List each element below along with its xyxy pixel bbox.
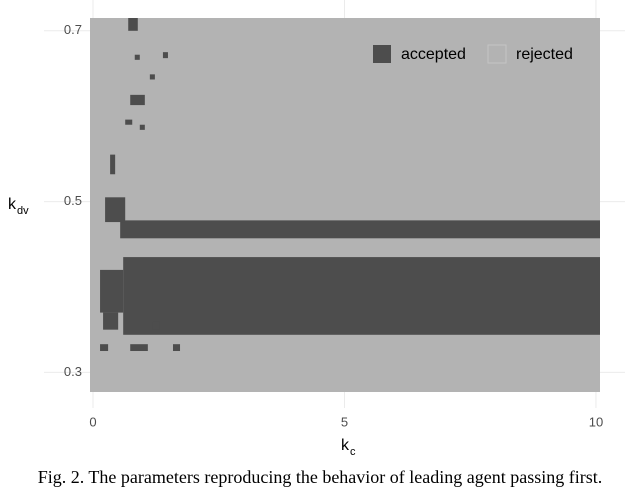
y-tick-label: 0.5 <box>64 193 82 208</box>
y-axis-label: k <box>8 196 17 213</box>
tile <box>172 344 181 352</box>
tile <box>134 54 140 60</box>
tile <box>90 18 600 392</box>
y-tick-label: 0.7 <box>64 22 82 37</box>
y-axis-label-sub: dv <box>17 205 29 217</box>
tile <box>103 312 119 330</box>
legend-label: rejected <box>516 46 573 63</box>
legend-label: accepted <box>401 46 466 63</box>
tile <box>139 124 145 130</box>
x-axis-label-sub: c <box>350 446 356 458</box>
tile <box>149 74 155 80</box>
tile <box>130 94 145 106</box>
tile <box>100 269 124 313</box>
x-tick-label: 10 <box>589 414 603 429</box>
tile <box>105 197 126 223</box>
tile <box>130 344 148 352</box>
y-tick-label: 0.3 <box>64 364 82 379</box>
legend-box <box>365 40 587 68</box>
tile <box>110 154 116 175</box>
tile <box>123 257 601 335</box>
caption: Fig. 2. The parameters reproducing the b… <box>38 467 603 487</box>
tile <box>128 18 138 31</box>
tile <box>120 220 600 239</box>
x-tick-label: 0 <box>89 414 96 429</box>
tile <box>100 344 109 352</box>
legend-key <box>373 45 391 63</box>
legend-key <box>487 44 507 64</box>
x-axis-label: k <box>341 437 350 454</box>
tile <box>152 321 160 330</box>
tile <box>125 119 133 125</box>
tile <box>162 52 168 59</box>
x-tick-label: 5 <box>341 414 348 429</box>
